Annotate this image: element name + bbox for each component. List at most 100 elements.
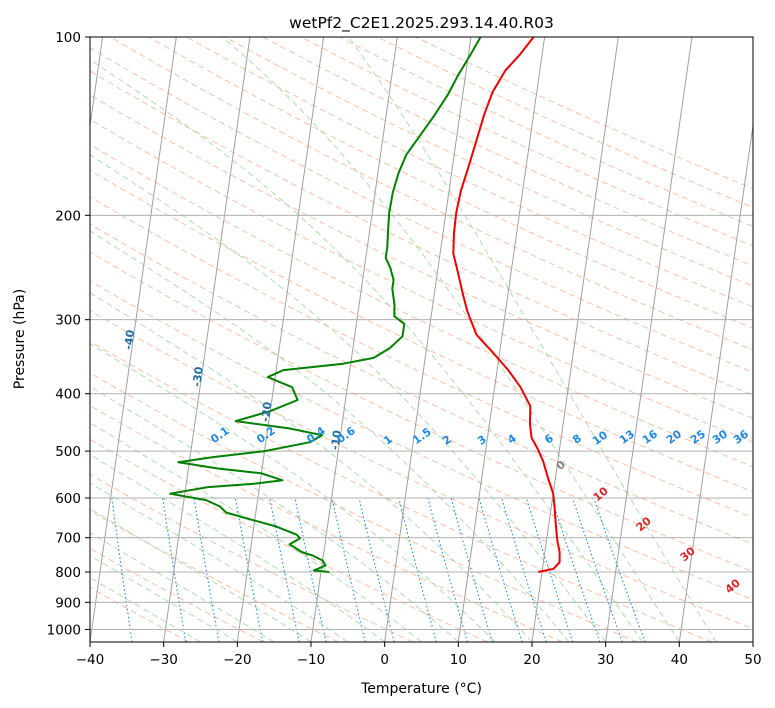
dry-adiabat: [262, 37, 753, 267]
dry-adiabat: [90, 404, 563, 642]
x-tick-label: −30: [149, 652, 178, 668]
y-axis-label: Pressure (hPa): [12, 289, 28, 389]
isobar-gridlines: [90, 36, 753, 630]
temperature-line: [452, 37, 561, 573]
moist-adiabat: [90, 385, 459, 642]
moist-adiabat: [90, 482, 349, 642]
dry-adiabat: [90, 143, 753, 468]
dry-adiabat: [110, 37, 753, 351]
x-tick-label: −10: [297, 652, 326, 668]
dewpoint-line: [169, 37, 482, 573]
y-tick-label: 300: [55, 313, 81, 329]
isotherm-label: -10: [328, 429, 344, 451]
isotherm-label: -50: [56, 276, 72, 298]
dry-adiabat-label: 10: [591, 484, 611, 504]
moist-adiabat: [90, 454, 385, 642]
mixing-ratio-line: [294, 497, 327, 642]
line-labels: -100-90-80-70-60-50-40-30-20-100.10.20.4…: [0, 224, 752, 597]
mixing-ratio-label: 1.5: [410, 425, 433, 447]
mixing-ratio-line: [358, 497, 395, 642]
mixing-ratio-line: [331, 497, 366, 642]
dry-adiabat-label: 30: [678, 544, 698, 564]
x-axis-label: Temperature (°C): [360, 681, 482, 697]
isotherm-label: -60: [0, 224, 5, 246]
dry-adiabat: [90, 251, 753, 573]
moist-adiabat: [90, 58, 643, 642]
moist-adiabat: [90, 230, 570, 642]
isotherm-line: [531, 37, 619, 642]
mixing-ratio-label: 16: [640, 427, 660, 447]
mixing-ratio-line: [398, 497, 437, 642]
mixing-ratio-line: [478, 497, 523, 642]
dry-adiabat: [90, 169, 753, 493]
isotherm-line: [384, 37, 472, 642]
mixing-ratio-label: 4: [505, 431, 519, 446]
mixing-ratio-label: 2: [440, 433, 454, 448]
dry-adiabat: [90, 223, 753, 545]
isotherm-line: [752, 638, 753, 642]
moist-adiabat: [90, 292, 533, 642]
isotherm-label: -30: [190, 366, 206, 388]
mixing-ratio-line: [593, 497, 646, 642]
mixing-ratio-line: [427, 497, 469, 642]
dry-adiabat: [90, 547, 264, 642]
mixing-ratio-label: 25: [688, 427, 708, 446]
mixing-ratio-line: [525, 497, 574, 642]
dry-adiabat: [90, 372, 638, 642]
mixing-ratio-label: 0.2: [254, 424, 277, 446]
mixing-ratio-label: 36: [731, 427, 751, 447]
isotherm-line: [236, 37, 325, 642]
dry-adiabat: [377, 37, 753, 208]
moist-adiabat: [221, 37, 680, 642]
x-tick-label: 0: [380, 652, 389, 668]
dry-adiabat: [90, 438, 488, 642]
mixing-ratio-line: [193, 497, 220, 642]
dry-adiabat: [90, 118, 753, 443]
y-tick-label: 1000: [47, 622, 81, 638]
isotherm-line: [310, 37, 398, 642]
moist-adiabat: [90, 343, 496, 642]
isotherm-line: [605, 37, 693, 642]
moist-adiabat: [90, 532, 275, 642]
mixing-ratio-label: 20: [664, 427, 684, 447]
mixing-ratio-line: [501, 497, 547, 642]
isotherm-line: [90, 37, 177, 642]
dry-adiabat: [90, 280, 753, 601]
moist-adiabat: [90, 577, 201, 642]
x-tick-label: −40: [76, 652, 105, 668]
x-tick-label: 40: [671, 652, 688, 668]
isotherm-label: -40: [122, 329, 138, 351]
moist-adiabat: [90, 422, 422, 642]
mixing-ratio-label: 0.1: [208, 424, 231, 446]
y-tick-label: 800: [55, 565, 81, 581]
moist-adiabat: [90, 555, 238, 642]
y-tick-label: 700: [55, 531, 81, 547]
mixing-ratio-line: [572, 497, 623, 642]
y-tick-label: 400: [55, 387, 81, 403]
isotherm-line: [163, 37, 251, 642]
chart-title: wetPf2_C2E1.2025.293.14.40.R03: [289, 14, 554, 33]
y-tick-label: 100: [55, 30, 81, 46]
x-tick-label: 20: [523, 652, 540, 668]
mixing-ratio-line: [551, 497, 601, 642]
dry-adiabat: [148, 37, 753, 329]
plot-frame: [89, 36, 754, 643]
background-lines: [90, 37, 753, 642]
y-tick-label: 200: [55, 208, 81, 224]
profiles: [169, 37, 561, 573]
y-axis-ticks: 100 200 300 400 500 600 700 800 900 1000: [47, 30, 90, 638]
dry-adiabat: [90, 510, 339, 642]
isotherm-label: -20: [259, 401, 275, 423]
x-axis-ticks: −40 −30 −20 −10 0 10 20 30 40 50: [76, 642, 762, 668]
moist-adiabat: [348, 37, 717, 642]
x-tick-label: 10: [450, 652, 467, 668]
dry-adiabat: [90, 310, 753, 630]
x-tick-label: 30: [597, 652, 614, 668]
mixing-ratio-line: [269, 497, 300, 642]
dry-adiabat: [90, 70, 753, 396]
dry-adiabat: [90, 196, 753, 519]
dry-adiabat: [90, 94, 753, 419]
moist-adiabat: [90, 508, 312, 642]
dry-adiabat-label: 40: [723, 576, 743, 596]
